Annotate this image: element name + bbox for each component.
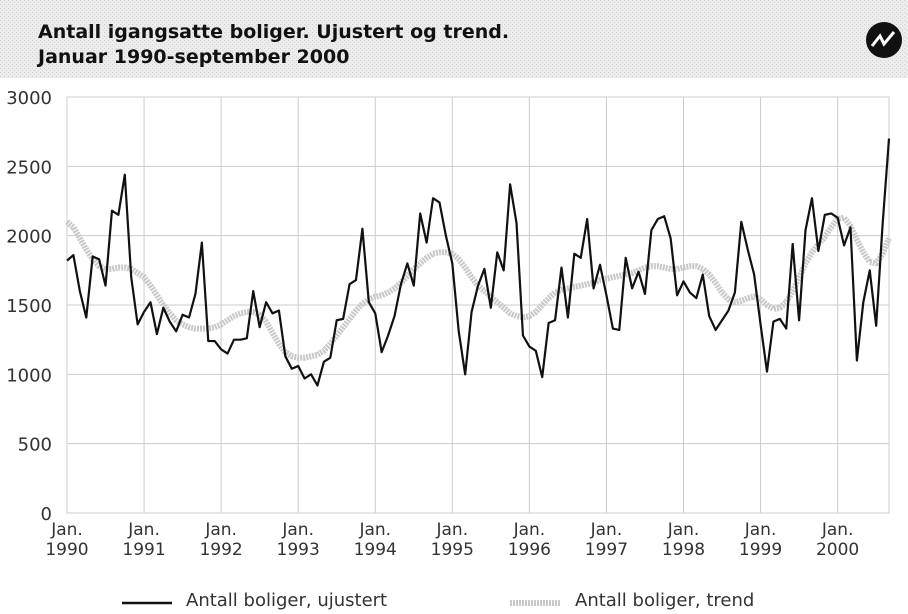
y-tick-label: 1000 [6,365,52,386]
logo [866,22,902,58]
x-tick-label: Jan. 1992 [199,520,243,560]
x-tick-label: Jan. 1997 [584,520,629,560]
y-tick-label: 500 [18,435,52,456]
chart-title: Antall igangsatte boliger. Ujustert og t… [38,21,509,43]
x-tick-label: Jan. 1993 [276,520,320,560]
series-line [66,138,891,387]
legend-label: Antall boliger, trend [575,590,755,611]
x-tick-label: Jan. 1991 [122,520,166,560]
header-band [0,0,908,78]
x-tick-label: Jan. 1998 [661,520,706,560]
x-tick-label: Jan. 2000 [815,520,860,560]
y-tick-label: 2000 [6,227,52,248]
x-tick-label: Jan. 1994 [353,520,397,560]
plot-frame [66,96,890,514]
y-tick-label: 0 [41,504,52,525]
chart-subtitle: Januar 1990-september 2000 [36,46,349,68]
x-tick-label: Jan. 1990 [45,520,89,560]
x-tick-label: Jan. 1999 [738,520,783,560]
y-tick-label: 1500 [6,296,52,317]
x-tick-label: Jan. 1995 [430,520,474,560]
x-tick-label: Jan. 1996 [507,520,551,560]
legend-label: Antall boliger, ujustert [186,590,388,611]
y-tick-label: 3000 [6,88,52,109]
y-tick-label: 2500 [6,157,52,178]
